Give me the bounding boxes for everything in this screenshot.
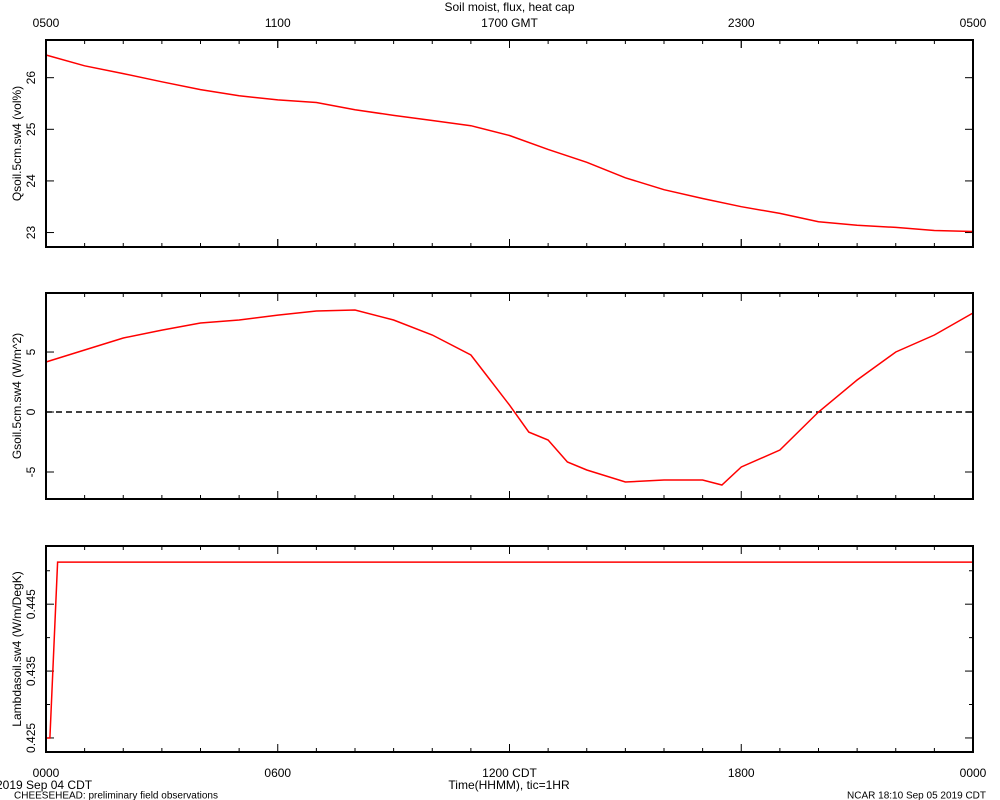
y-axis-label: Gsoil.5cm.sw4 (W/m^2) [10, 333, 24, 459]
y-tick-label: 0.435 [24, 656, 38, 686]
data-line [45, 309, 974, 486]
y-axis-label: Qsoil.5cm.sw4 (vol%) [10, 86, 24, 201]
stamp-label: NCAR 18:10 Sep 05 2019 CDT [847, 791, 986, 800]
project-label: CHEESEHEAD: preliminary field observatio… [14, 791, 218, 800]
plot-frame [45, 39, 974, 248]
x-axis-label: Time(HHMM), tic=1HR [448, 778, 570, 792]
y-tick-label: -5 [24, 466, 38, 477]
y-axis-label: Lambdasoil.sw4 (W/m/DegK) [10, 571, 24, 726]
y-tick-label: 0 [24, 408, 38, 415]
date-label: 2019 Sep 04 CDT [0, 778, 93, 792]
x-tick-label: 0000 [960, 766, 987, 780]
y-tick-label: 23 [24, 226, 38, 240]
y-tick-label: 0.425 [24, 723, 38, 753]
y-tick-label: 26 [24, 71, 38, 85]
x-tick-label: 2300 [728, 16, 755, 30]
y-tick-label: 25 [24, 122, 38, 136]
y-tick-label: 24 [24, 174, 38, 188]
y-tick-label: 0.445 [24, 589, 38, 619]
x-tick-label: 1100 [265, 16, 291, 30]
plot-frame [45, 545, 974, 753]
plot-frame [45, 292, 974, 500]
data-line [46, 561, 973, 739]
x-tick-label: 0000 [33, 766, 60, 780]
x-tick-label: 1200 CDT [482, 766, 537, 780]
x-tick-label: 0500 [33, 16, 60, 30]
x-tick-label: 0500 [960, 16, 987, 30]
x-tick-label: 1800 [728, 766, 755, 780]
y-tick-label: 5 [24, 348, 38, 355]
x-tick-label: 1700 GMT [481, 16, 538, 30]
x-tick-label: 0600 [264, 766, 291, 780]
data-line [45, 54, 974, 233]
chart-title: Soil moist, flux, heat cap [444, 0, 574, 14]
